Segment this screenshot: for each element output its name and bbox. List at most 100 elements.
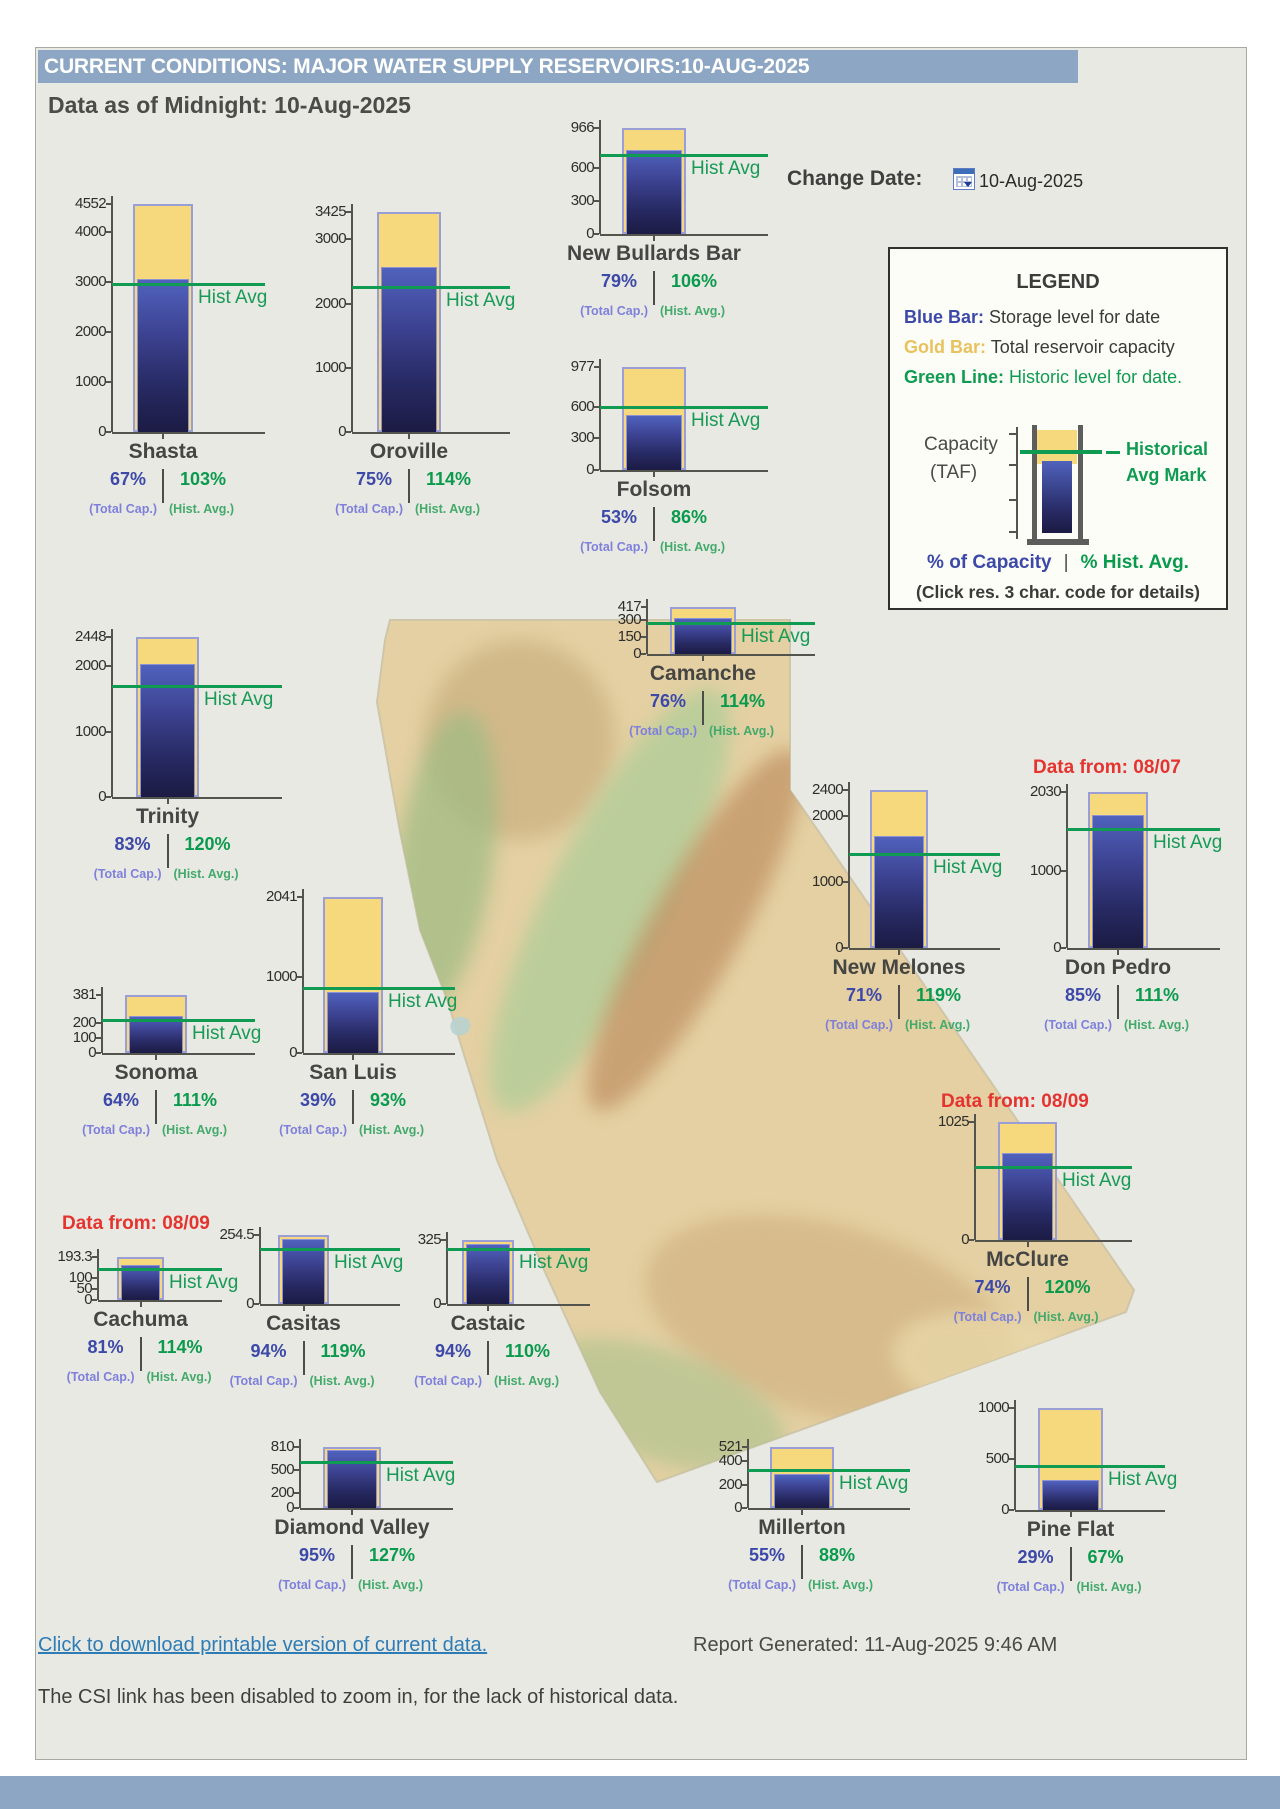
pct-of-capacity: 94%: [250, 1341, 287, 1361]
change-date-value[interactable]: 10-Aug-2025: [979, 171, 1084, 191]
tick-mark: [843, 881, 848, 883]
tick-mark: [96, 1037, 101, 1039]
storage-bar[interactable]: [1092, 815, 1144, 948]
reservoir-name[interactable]: McClure: [986, 1248, 1069, 1271]
reservoir-label-block: Don Pedro 85% 111% (Total Cap.) (Hist. Avg.): [1008, 956, 1228, 1032]
reservoir-name[interactable]: Millerton: [758, 1516, 846, 1539]
pct-row: 94% 119%: [194, 1341, 414, 1375]
legend-click-note: (Click res. 3 char. code for details): [916, 582, 1200, 602]
storage-bar[interactable]: [140, 664, 195, 797]
reservoir-label-block: San Luis 39% 93% (Total Cap.) (Hist. Avg.): [243, 1061, 463, 1137]
csi-note: The CSI link has been disabled to zoom i…: [38, 1686, 679, 1708]
reservoir-label-block: New Melones 71% 119% (Total Cap.) (Hist. Avg…: [789, 956, 1009, 1032]
pct-row: 81% 114%: [31, 1337, 251, 1371]
pct-divider: [801, 1545, 803, 1579]
calendar-icon[interactable]: [953, 168, 975, 190]
tick-mark: [106, 665, 111, 667]
reservoir-name[interactable]: Oroville: [369, 440, 449, 463]
tick-mark: [1061, 791, 1066, 793]
total-cap-caption: (Total Cap.): [82, 1123, 150, 1137]
pct-of-capacity: 29%: [1017, 1547, 1054, 1567]
reservoir-name[interactable]: Sonoma: [114, 1061, 198, 1084]
reservoir-name[interactable]: Cachuma: [93, 1308, 188, 1331]
reservoir-name[interactable]: San Luis: [309, 1061, 397, 1084]
reservoir-name[interactable]: New Melones: [832, 956, 966, 979]
pct-of-hist-avg: 114%: [157, 1337, 203, 1357]
data-as-of-heading: Data as of Midnight: 10-Aug-2025: [48, 92, 411, 118]
tick-mark: [969, 1239, 974, 1241]
tick-label: 0: [246, 1295, 254, 1312]
reservoir-name[interactable]: Casitas: [266, 1312, 341, 1335]
download-link[interactable]: Click to download printable version of c…: [38, 1634, 488, 1656]
storage-bar[interactable]: [137, 279, 189, 432]
storage-bar[interactable]: [626, 150, 682, 234]
storage-bar[interactable]: [1042, 1480, 1099, 1510]
legend-gold-bar-desc: Total reservoir capacity: [990, 337, 1175, 357]
reservoir-name[interactable]: Castaic: [450, 1312, 526, 1335]
reservoir-label-block: New Bullards Bar 79% 106% (Total Cap.) (Hist…: [544, 242, 764, 318]
tick-mark: [594, 233, 599, 235]
caption-row: (Total Cap.) (Hist. Avg.): [378, 1374, 598, 1388]
tick-label: 0: [734, 1499, 742, 1516]
reservoir-name[interactable]: Shasta: [128, 440, 198, 463]
storage-bar[interactable]: [327, 992, 379, 1053]
y-axis: [646, 599, 648, 654]
caption-row: (Total Cap.) (Hist. Avg.): [789, 1018, 1009, 1032]
hist-avg-caption: (Hist. Avg.): [169, 502, 235, 516]
reservoir-label-block: Folsom 53% 86% (Total Cap.) (Hist. Avg.): [544, 478, 764, 554]
pct-of-capacity: 95%: [298, 1545, 335, 1565]
california-map: [375, 619, 1136, 1484]
reservoir-name[interactable]: New Bullards Bar: [567, 242, 741, 265]
total-cap-caption: (Total Cap.): [66, 1370, 135, 1384]
tick-label: 0: [961, 1231, 969, 1248]
tick-mark: [297, 976, 302, 978]
hist-avg-label: Hist Avg: [741, 626, 811, 647]
calendar-icon-grid: [956, 176, 972, 187]
reservoir-name[interactable]: Folsom: [616, 478, 692, 501]
legend-blue-bar-swatch: [1042, 461, 1072, 533]
reservoir-name[interactable]: Trinity: [135, 805, 199, 828]
tick-mark: [843, 789, 848, 791]
tick-mark: [742, 1484, 747, 1486]
tick-label: 0: [433, 1295, 441, 1312]
tick-label: 1000: [978, 1399, 1010, 1416]
hist-avg-label: Hist Avg: [388, 991, 458, 1012]
hist-avg-caption: (Hist. Avg.): [660, 304, 726, 318]
reservoir-label-block: Cachuma 81% 114% (Total Cap.) (Hist. Avg.): [31, 1308, 251, 1384]
tick-label: 0: [586, 225, 594, 242]
hist-avg-line: [748, 1469, 910, 1472]
tick-label: 977: [570, 358, 595, 375]
storage-bar[interactable]: [774, 1474, 830, 1508]
tick-mark: [346, 211, 351, 213]
legend-green-line-term: Green Line:: [904, 367, 1005, 387]
storage-bar[interactable]: [129, 1016, 183, 1053]
tick-label: 1000: [75, 373, 107, 390]
storage-bar[interactable]: [381, 267, 437, 432]
hist-avg-line: [1015, 1465, 1165, 1468]
storage-bar[interactable]: [466, 1244, 510, 1304]
storage-bar[interactable]: [327, 1450, 377, 1508]
tick-label: 500: [270, 1461, 295, 1478]
caption-row: (Total Cap.) (Hist. Avg.): [544, 304, 764, 318]
legend-gold-bar-term: Gold Bar:: [904, 337, 987, 357]
storage-bar[interactable]: [626, 415, 682, 470]
y-axis: [259, 1227, 261, 1304]
reservoir-name[interactable]: Diamond Valley: [274, 1516, 430, 1539]
tick-label: 1025: [938, 1113, 970, 1130]
pct-row: 75% 114%: [299, 469, 519, 503]
bar-center-tick: [801, 1510, 803, 1515]
total-cap-caption: (Total Cap.): [93, 867, 162, 881]
hist-avg-label: Hist Avg: [169, 1272, 239, 1293]
pct-divider: [1069, 1547, 1072, 1581]
reservoir-name[interactable]: Camanche: [649, 662, 757, 685]
total-cap-caption: (Total Cap.): [580, 304, 648, 318]
legend-pct-capacity: % of Capacity: [927, 552, 1052, 573]
reservoir-name[interactable]: Don Pedro: [1064, 956, 1172, 979]
x-axis: [112, 432, 265, 434]
tick-mark: [742, 1507, 747, 1509]
hist-avg-line: [600, 406, 768, 409]
hist-avg-label: Hist Avg: [519, 1252, 589, 1273]
pct-row: 85% 111%: [1008, 985, 1228, 1019]
reservoir-name[interactable]: Pine Flat: [1026, 1518, 1115, 1541]
bar-center-tick: [302, 1306, 305, 1311]
